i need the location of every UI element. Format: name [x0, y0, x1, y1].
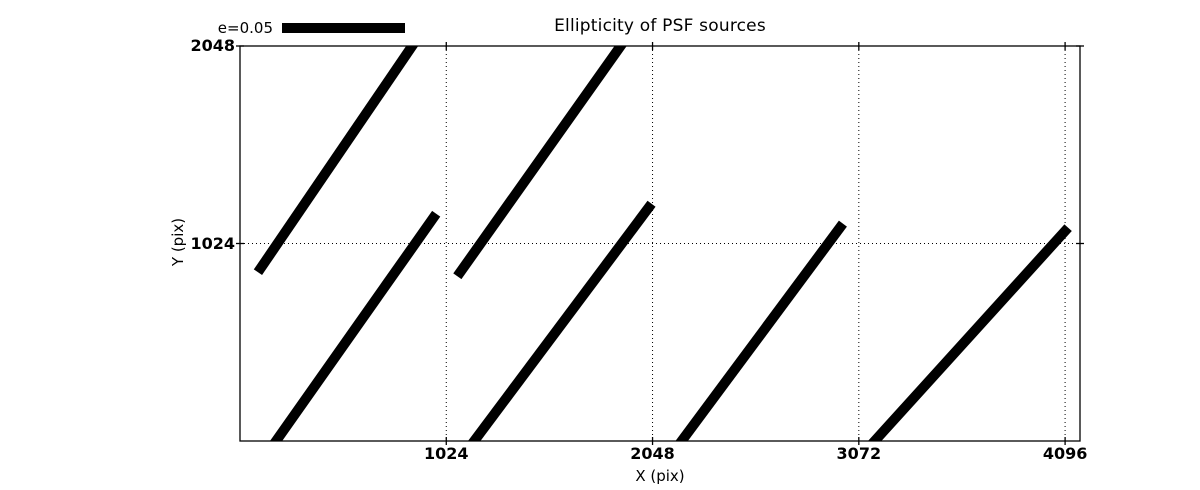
y-tick-label: 1024 — [190, 233, 235, 253]
ellipticity-whisker — [253, 46, 419, 276]
x-tick-label: 4096 — [1042, 444, 1088, 463]
legend-label: e=0.05 — [217, 19, 273, 37]
x-tick-label: 3072 — [836, 444, 882, 463]
ellipticity-whisker — [675, 220, 847, 441]
x-tick-label: 1024 — [424, 444, 469, 463]
y-tick-label: 2048 — [190, 36, 235, 55]
ellipticity-whisker — [269, 210, 441, 441]
legend-line-swatch — [282, 23, 405, 33]
x-axis-label: X (pix) — [635, 467, 685, 485]
axes-frame — [239, 45, 1081, 442]
ellipticity-whisker — [453, 46, 627, 280]
chart-title: Ellipticity of PSF sources — [554, 16, 766, 36]
whisker-group — [253, 46, 1072, 441]
ellipticity-whisker — [867, 224, 1072, 441]
x-tick-label: 2048 — [630, 444, 675, 463]
ellipticity-whisker — [467, 200, 656, 441]
